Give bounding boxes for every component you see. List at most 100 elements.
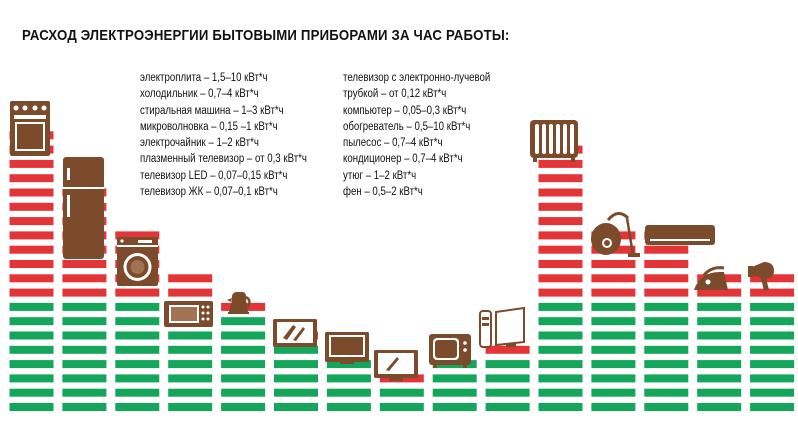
legend-item-crt-tv: телевизор с электронно-лучевой — [343, 72, 491, 84]
red-stripe-fridge — [62, 288, 107, 297]
red-stripe-stove — [9, 217, 54, 226]
green-stripe-washing-machine — [115, 360, 160, 369]
red-stripe-air-conditioner — [644, 274, 689, 283]
green-stripe-vacuum — [591, 302, 636, 311]
red-stripe-fridge — [62, 274, 107, 283]
green-stripe-computer — [485, 360, 530, 369]
red-stripe-heater — [538, 174, 583, 183]
red-stripe-heater — [538, 159, 583, 168]
led-tv-icon — [325, 332, 369, 364]
green-stripe-vacuum — [591, 403, 636, 411]
red-stripe-stove — [9, 245, 54, 254]
green-stripe-heater — [538, 403, 583, 411]
green-stripe-stove — [9, 317, 54, 326]
green-stripe-computer — [485, 374, 530, 383]
green-stripe-led-tv — [326, 374, 371, 383]
green-stripe-fridge — [62, 403, 107, 411]
green-stripe-plasma-tv — [274, 374, 318, 383]
green-stripe-heater — [538, 388, 583, 397]
green-stripe-washing-machine — [115, 388, 160, 397]
green-stripe-crt-tv — [432, 374, 477, 383]
green-stripe-stove — [9, 345, 54, 354]
appliance-icons — [10, 101, 774, 381]
green-stripe-microwave — [168, 360, 213, 369]
green-stripe-microwave — [168, 374, 213, 383]
red-stripe-stove — [9, 159, 54, 168]
green-stripe-iron — [697, 345, 742, 354]
green-stripe-stove — [9, 403, 54, 411]
computer-icon — [479, 306, 525, 348]
green-stripe-heater — [538, 331, 583, 340]
green-stripe-iron — [697, 331, 742, 340]
red-stripe-hair-dryer — [750, 274, 795, 283]
green-stripe-iron — [697, 403, 742, 411]
kettle-icon — [227, 292, 251, 314]
green-stripe-kettle — [221, 345, 266, 354]
legend-right: телевизор с электронно-лучевой трубкой –… — [343, 70, 490, 200]
legend-item-microwave: микроволновка – 0,15 –1 кВт*ч — [140, 120, 278, 133]
green-stripe-heater — [538, 345, 583, 354]
green-stripe-kettle — [221, 317, 266, 326]
red-stripe-microwave — [168, 274, 213, 283]
green-stripe-computer — [485, 388, 530, 397]
green-stripe-hair-dryer — [750, 403, 795, 411]
red-stripe-fridge — [62, 260, 107, 268]
green-stripe-plasma-tv — [274, 388, 318, 397]
green-stripe-hair-dryer — [750, 374, 795, 383]
green-stripe-stove — [9, 388, 54, 397]
red-stripe-heater — [538, 245, 583, 254]
green-stripe-kettle — [221, 388, 266, 397]
green-stripe-kettle — [221, 403, 266, 411]
legend-item-kettle: электрочайник – 1–2 кВт*ч — [140, 137, 259, 150]
red-stripe-stove — [9, 260, 54, 268]
green-stripe-microwave — [168, 388, 213, 397]
green-stripe-kettle — [221, 331, 266, 340]
red-stripe-stove — [9, 188, 54, 197]
green-stripe-vacuum — [591, 317, 636, 326]
green-stripe-fridge — [62, 388, 107, 397]
crt-tv-icon — [429, 334, 471, 368]
plasma-tv-icon — [273, 319, 317, 347]
green-stripe-stove — [9, 302, 54, 311]
red-stripe-heater — [538, 231, 583, 240]
legend-item-vacuum: пылесос – 0,7–4 кВт*ч — [343, 137, 443, 150]
red-stripe-heater — [538, 202, 583, 211]
green-stripe-vacuum — [591, 388, 636, 397]
green-stripe-heater — [538, 317, 583, 326]
washing-machine-icon — [117, 237, 158, 286]
green-stripe-air-conditioner — [644, 317, 689, 326]
legend-item-led-tv: телевизор LED – 0,07–0,15 кВт*ч — [140, 169, 288, 182]
air-conditioner-icon — [645, 225, 715, 245]
green-stripe-hair-dryer — [750, 317, 795, 326]
legend-item-plasma-tv: плазменный телевизор – от 0,3 кВт*ч — [140, 153, 307, 166]
green-stripe-kettle — [221, 374, 266, 383]
red-stripe-heater — [538, 188, 583, 197]
green-stripe-washing-machine — [115, 302, 160, 311]
fridge-icon — [63, 157, 104, 259]
green-stripe-stove — [9, 374, 54, 383]
green-stripe-fridge — [62, 317, 107, 326]
green-stripe-hair-dryer — [750, 302, 795, 311]
green-stripe-washing-machine — [115, 374, 160, 383]
red-stripe-heater — [538, 260, 583, 268]
red-stripe-stove — [9, 174, 54, 183]
green-stripe-iron — [697, 360, 742, 369]
green-stripe-stove — [9, 331, 54, 340]
legend-item-computer: компьютер – 0,05–0,3 кВт*ч — [343, 104, 467, 117]
green-stripe-air-conditioner — [644, 345, 689, 354]
green-stripe-air-conditioner — [644, 374, 689, 383]
red-stripe-air-conditioner — [644, 245, 689, 254]
microwave-icon — [164, 301, 213, 327]
green-stripe-air-conditioner — [644, 403, 689, 411]
green-stripe-crt-tv — [432, 403, 477, 411]
red-stripe-washing-machine — [115, 288, 160, 297]
green-stripe-kettle — [221, 360, 266, 369]
red-stripe-stove — [9, 288, 54, 297]
green-stripe-plasma-tv — [274, 360, 318, 369]
green-stripe-microwave — [168, 345, 213, 354]
red-stripe-heater — [538, 274, 583, 283]
green-stripe-fridge — [62, 360, 107, 369]
legend-item-stove: электроплита – 1,5–10 кВт*ч — [140, 72, 268, 84]
red-stripe-iron — [697, 288, 742, 297]
